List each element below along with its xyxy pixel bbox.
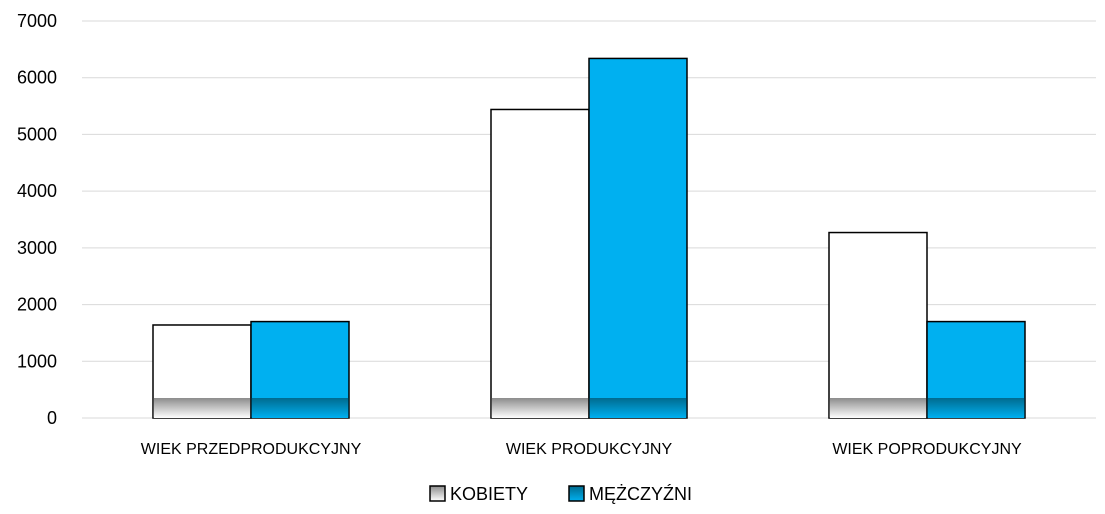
bar-base-shade [251, 398, 349, 418]
y-tick-label: 0 [47, 408, 57, 428]
legend-swatch [429, 485, 446, 502]
y-tick-label: 7000 [17, 11, 57, 31]
bar-base-shade [491, 398, 589, 418]
bar-base-shade [927, 398, 1025, 418]
y-tick-label: 5000 [17, 124, 57, 144]
y-tick-label: 2000 [17, 295, 57, 315]
x-category-label: WIEK PRZEDPRODUKCYJNY [141, 441, 362, 458]
x-category-label: WIEK PRODUKCYJNY [506, 441, 673, 458]
bar-base-shade [829, 398, 927, 418]
bars [152, 57, 1026, 419]
legend-swatch [568, 485, 585, 502]
y-tick-label: 4000 [17, 181, 57, 201]
bar-kobiety [490, 108, 590, 419]
bar-base-shade [589, 398, 687, 418]
x-axis-labels: WIEK PRZEDPRODUKCYJNY WIEK PRODUKCYJNY WIE… [141, 441, 1022, 458]
y-tick-label: 3000 [17, 238, 57, 258]
legend: KOBIETY MĘŻCZYŹNI [429, 484, 692, 504]
y-tick-label: 1000 [17, 351, 57, 371]
legend-label: MĘŻCZYŹNI [589, 484, 692, 504]
bar-mezczyzni [588, 57, 688, 419]
bar-base-shade [153, 398, 251, 418]
y-tick-label: 6000 [17, 68, 57, 88]
legend-label: KOBIETY [450, 484, 528, 504]
x-category-label: WIEK POPRODUKCYJNY [832, 441, 1022, 458]
bar-kobiety [828, 231, 928, 419]
y-axis-ticks: 0 1000 2000 3000 4000 5000 6000 7000 [17, 11, 57, 428]
